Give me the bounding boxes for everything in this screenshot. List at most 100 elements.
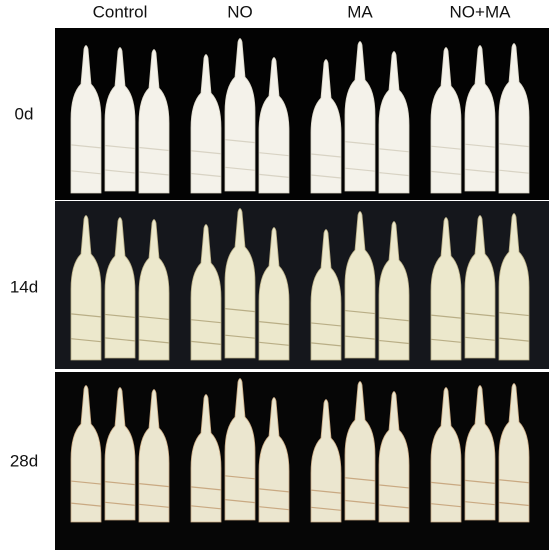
shoots xyxy=(70,38,530,523)
shoot xyxy=(344,41,376,192)
shoot-node xyxy=(310,322,342,327)
column-label: MA xyxy=(347,2,373,21)
shoot-node xyxy=(378,317,410,322)
shoot-node xyxy=(310,489,342,494)
shoot xyxy=(224,208,256,359)
shoot-node xyxy=(190,150,222,155)
shoot-node xyxy=(70,170,102,175)
shoot-node xyxy=(310,174,342,179)
shoot-node xyxy=(430,145,462,150)
shoot-node xyxy=(104,144,136,150)
shoot xyxy=(310,59,342,194)
shoot xyxy=(224,378,256,521)
shoot-node xyxy=(190,486,222,491)
shoot xyxy=(138,219,170,361)
shoot-node xyxy=(258,341,290,346)
shoot-node xyxy=(310,342,342,347)
column-label: Control xyxy=(93,2,148,21)
shoot xyxy=(378,221,410,361)
shoot-node xyxy=(190,505,222,510)
shoot-node xyxy=(430,338,462,343)
shoot-node xyxy=(344,309,376,315)
shoot-node xyxy=(378,172,410,177)
shoot xyxy=(464,45,496,192)
shoot xyxy=(344,211,376,359)
row-label: 28d xyxy=(10,451,38,470)
shoot-node xyxy=(258,173,290,178)
shoot-node xyxy=(104,169,136,174)
shoot xyxy=(464,215,496,359)
shoot xyxy=(498,43,530,194)
shoot-node xyxy=(430,314,462,319)
shoot xyxy=(70,45,102,194)
shoot-node xyxy=(104,337,136,342)
shoot xyxy=(430,387,462,523)
shoot xyxy=(464,385,496,521)
shoot-node xyxy=(498,501,530,507)
shoot-node xyxy=(224,139,256,144)
shoot xyxy=(104,387,136,521)
shoot-node xyxy=(70,144,102,149)
shoot xyxy=(430,217,462,361)
column-label: NO+MA xyxy=(450,2,512,21)
shoot-node xyxy=(138,339,170,344)
shoot-node xyxy=(258,506,290,511)
shoot-node xyxy=(464,168,496,173)
shoot-node xyxy=(464,143,496,148)
shoot xyxy=(378,391,410,523)
shoot-node xyxy=(224,308,256,313)
shoot-node xyxy=(464,312,496,317)
shoot-node xyxy=(224,334,256,339)
shoot-node xyxy=(498,479,530,484)
shoot xyxy=(344,381,376,521)
shoot xyxy=(258,227,290,361)
shoot xyxy=(190,224,222,361)
shoot-node xyxy=(138,483,170,488)
shoot-node xyxy=(344,167,376,172)
shoot-node xyxy=(70,480,102,485)
shoot xyxy=(430,47,462,194)
shoot-node xyxy=(258,321,290,326)
shoot-node xyxy=(104,501,136,506)
shoot-node xyxy=(378,484,410,489)
shoot-node xyxy=(378,148,410,153)
shoot-node xyxy=(138,146,170,152)
shoot-node xyxy=(138,315,170,321)
shoot-node xyxy=(498,169,530,174)
shoot-node xyxy=(498,143,530,148)
shoot-node xyxy=(104,481,136,486)
shoot-node xyxy=(138,503,170,508)
shoot-node xyxy=(344,141,376,146)
shoot xyxy=(190,394,222,523)
row-label: 0d xyxy=(15,104,34,123)
shoot xyxy=(498,213,530,361)
shoot-node xyxy=(190,319,222,324)
shoot xyxy=(138,389,170,523)
shoot-node xyxy=(190,172,222,178)
shoot-node xyxy=(464,479,496,484)
shoot-node xyxy=(190,340,222,345)
shoot-node xyxy=(344,477,376,482)
column-label: NO xyxy=(227,2,253,21)
row-label: 14d xyxy=(10,277,38,296)
shoot-node xyxy=(464,336,496,341)
shoot xyxy=(138,49,170,194)
shoot-node xyxy=(378,504,410,509)
shoot-node xyxy=(378,339,410,345)
shoot-node xyxy=(258,152,290,157)
shoot xyxy=(104,47,136,192)
shoot-node xyxy=(224,475,256,480)
shoot-node xyxy=(224,166,256,171)
shoot-node xyxy=(498,337,530,342)
shoot xyxy=(70,215,102,361)
shoot-node xyxy=(70,338,102,343)
shoot-node xyxy=(104,313,136,319)
shoot-node xyxy=(344,335,376,340)
shoot xyxy=(498,383,530,523)
shoot-node xyxy=(138,171,170,176)
shoot xyxy=(310,229,342,361)
shoot xyxy=(378,51,410,194)
shoot-node xyxy=(258,488,290,493)
